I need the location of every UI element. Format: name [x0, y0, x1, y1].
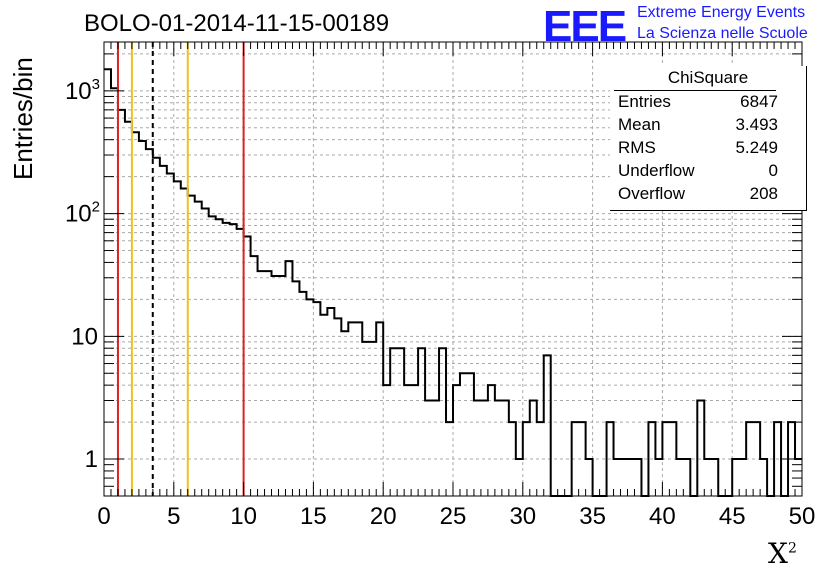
stats-value: 0	[768, 161, 778, 180]
y-tick-label-exponent: 2	[92, 199, 100, 216]
x-tick-label: 45	[719, 503, 746, 530]
x-axis-label: X2	[768, 537, 797, 570]
chart-title: BOLO-01-2014-11-15-00189	[84, 10, 390, 37]
stats-label: Overflow	[618, 184, 686, 203]
stats-row-underflow: Underflow 0	[618, 161, 778, 184]
stats-label: Underflow	[618, 161, 695, 180]
x-tick-label: 20	[370, 503, 397, 530]
stats-title: ChiSquare	[667, 68, 749, 87]
y-tick-label-exponent: 3	[92, 76, 100, 93]
x-tick-label: 35	[579, 503, 606, 530]
stats-value: 208	[749, 184, 778, 203]
stats-title-underline	[614, 90, 776, 91]
histogram-outline	[104, 68, 802, 497]
y-tick-label: 1	[85, 446, 98, 473]
y-tick-label: 103	[65, 76, 100, 105]
stats-label: Mean	[618, 115, 661, 134]
eee-logo-mark: EEE	[543, 2, 627, 51]
x-tick-label: 0	[97, 503, 110, 530]
eee-logo-text: Extreme Energy Events La Scienza nelle S…	[637, 2, 808, 44]
stats-value: 5.249	[735, 138, 778, 157]
y-tick-label-base: 10	[71, 323, 98, 350]
stats-box: ChiSquare Entries 6847 Mean 3.493 RMS 5.…	[610, 66, 807, 211]
x-tick-label: 25	[440, 503, 467, 530]
stats-label: Entries	[618, 92, 671, 111]
y-tick-label: 10	[71, 323, 98, 350]
x-tick-label: 10	[230, 503, 257, 530]
stats-value: 6847	[740, 92, 778, 111]
stats-label: RMS	[618, 138, 656, 157]
x-tick-label: 30	[509, 503, 536, 530]
x-tick-label: 40	[649, 503, 676, 530]
x-tick-label: 5	[167, 503, 180, 530]
y-tick-label-base: 10	[65, 78, 92, 105]
y-axis-label: Entries/bin	[8, 57, 38, 180]
y-tick-label-base: 1	[85, 446, 98, 473]
y-tick-label-base: 10	[65, 201, 92, 228]
x-tick-label: 15	[300, 503, 327, 530]
stats-row-overflow: Overflow 208	[618, 184, 778, 207]
stats-row-mean: Mean 3.493	[618, 115, 778, 138]
stats-row-entries: Entries 6847	[618, 92, 778, 115]
y-tick-label: 102	[65, 199, 100, 228]
stats-row-rms: RMS 5.249	[618, 138, 778, 161]
stats-value: 3.493	[735, 115, 778, 134]
x-axis-label-superscript: 2	[787, 540, 797, 557]
logo-line-1: Extreme Energy Events	[637, 4, 806, 21]
x-tick-label: 50	[789, 503, 816, 530]
x-axis-label-text: X	[768, 537, 788, 570]
logo-line-2: La Scienza nelle Scuole	[637, 25, 808, 42]
